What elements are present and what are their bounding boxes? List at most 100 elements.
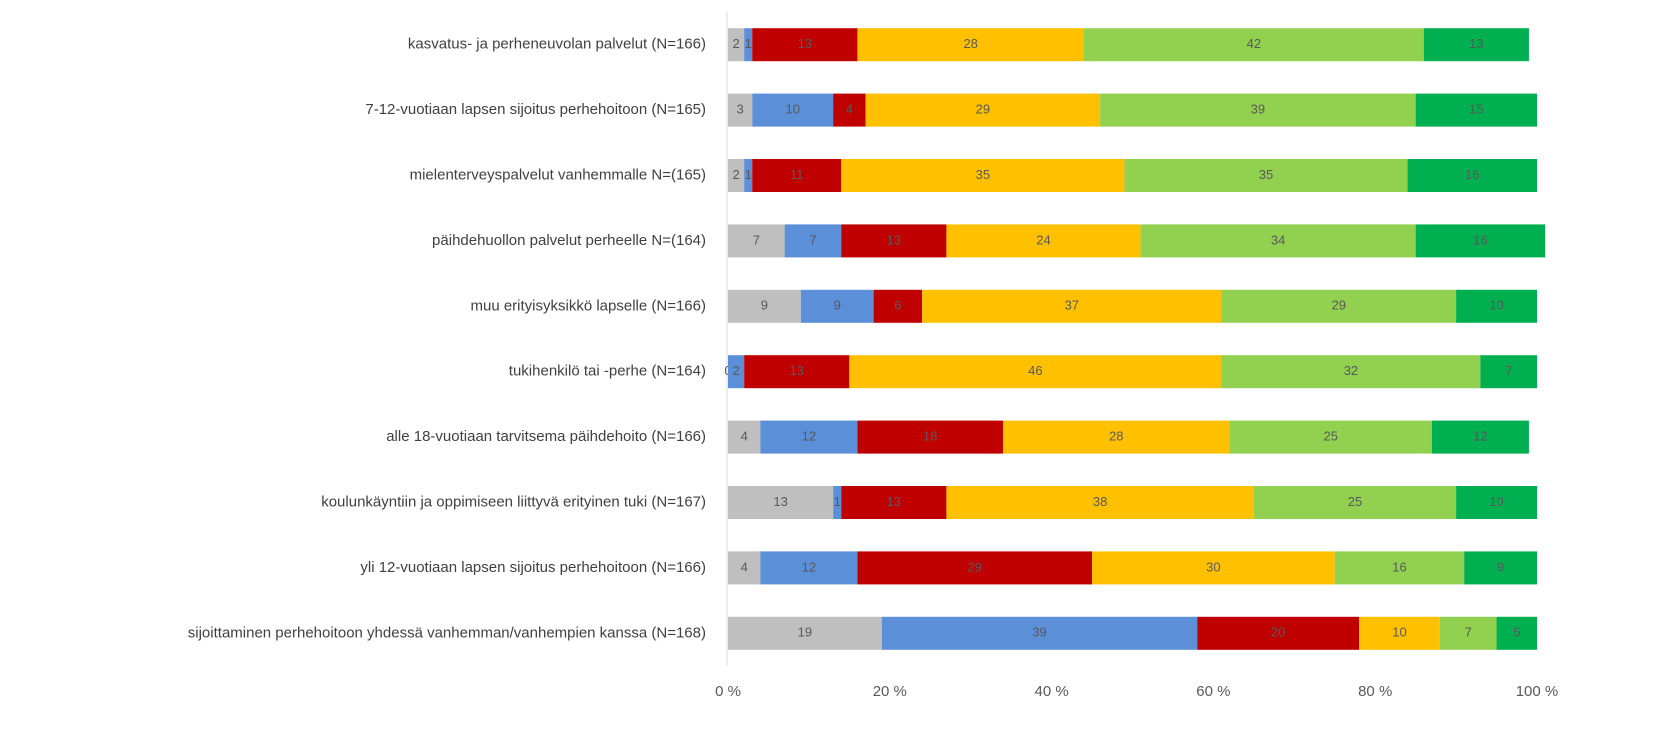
bar-segment: [1221, 355, 1481, 389]
bar-segment: [865, 93, 1101, 127]
data-label: 16: [1392, 559, 1406, 574]
data-label: 37: [1065, 298, 1079, 313]
bar-segment: [1140, 224, 1416, 258]
bar-segment: [760, 551, 858, 585]
bar-segment: [800, 289, 874, 323]
bar-segment: [1431, 420, 1529, 454]
category-label: muu erityisyksikkö lapselle (N=166): [470, 297, 706, 314]
bar-segment: [784, 224, 842, 258]
data-label: 38: [1093, 494, 1107, 509]
data-label: 1: [745, 36, 752, 51]
bar-segment: [1496, 616, 1537, 650]
bar-segment: [841, 486, 947, 519]
bar-segment: [728, 486, 834, 519]
bar-segment: [841, 224, 947, 258]
category-label: 7-12-vuotiaan lapsen sijoitus perhehoito…: [365, 101, 706, 118]
bar-segment: [728, 159, 745, 192]
data-label: 2: [732, 36, 739, 51]
data-label: 46: [1028, 363, 1042, 378]
bar-segment: [833, 93, 866, 127]
bar-segment: [744, 28, 753, 62]
data-label: 13: [790, 363, 804, 378]
bar-segment: [1415, 224, 1546, 258]
bar-segment: [728, 616, 882, 650]
bar-segment: [1221, 289, 1457, 323]
bar-segment: [857, 420, 1004, 454]
bar-segment: [946, 486, 1254, 519]
data-label: 35: [1259, 167, 1273, 182]
data-label: 18: [923, 429, 937, 444]
data-label: 9: [761, 298, 768, 313]
data-label: 13: [798, 36, 812, 51]
data-label: 24: [1036, 232, 1050, 247]
category-label: tukihenkilö tai -perhe (N=164): [509, 363, 706, 380]
data-label: 10: [1489, 298, 1503, 313]
bar-segment: [841, 159, 1125, 192]
data-label: 28: [963, 36, 977, 51]
data-label: 10: [1392, 625, 1406, 640]
data-label: 29: [1332, 298, 1346, 313]
data-label: 4: [741, 429, 748, 444]
data-label: 25: [1323, 429, 1337, 444]
data-label: 29: [968, 559, 982, 574]
bar-segment: [922, 289, 1222, 323]
bar-segment: [1083, 28, 1424, 62]
data-label: 7: [753, 232, 760, 247]
bar-segment: [728, 28, 745, 62]
data-label: 29: [976, 102, 990, 117]
data-label: 1: [745, 167, 752, 182]
bar-segment: [1003, 420, 1230, 454]
bar-segment: [728, 355, 745, 389]
category-label: päihdehuollon palvelut perheelle N=(164): [432, 232, 706, 249]
data-label: 5: [1513, 625, 1520, 640]
bar-segment: [752, 159, 842, 192]
data-label: 12: [802, 559, 816, 574]
bar-segment: [728, 224, 785, 258]
data-label: 7: [809, 232, 816, 247]
bar-segment: [728, 420, 761, 454]
bar-segment: [1464, 551, 1537, 585]
bar-segment: [946, 224, 1141, 258]
bar-segment: [1439, 616, 1497, 650]
x-tick-label: 40 %: [1034, 683, 1068, 700]
data-label: 30: [1206, 559, 1220, 574]
data-label: 10: [1489, 494, 1503, 509]
data-label: 19: [798, 625, 812, 640]
category-label: sijoittaminen perhehoitoon yhdessä vanhe…: [188, 624, 706, 641]
bar-segment: [849, 355, 1222, 389]
bar-segment: [1197, 616, 1360, 650]
bar-segment: [1423, 28, 1529, 62]
data-label: 16: [1465, 167, 1479, 182]
category-label: yli 12-vuotiaan lapsen sijoitus perhehoi…: [360, 559, 706, 576]
bar-segment: [1100, 93, 1416, 127]
data-label: 9: [834, 298, 841, 313]
bar-segment: [1253, 486, 1457, 519]
data-label: 11: [790, 167, 804, 182]
data-label: 2: [732, 167, 739, 182]
x-tick-label: 100 %: [1516, 683, 1559, 700]
category-label: kasvatus- ja perheneuvolan palvelut (N=1…: [408, 36, 706, 53]
data-label: 4: [741, 559, 748, 574]
data-label: 7: [1465, 625, 1472, 640]
data-label: 25: [1348, 494, 1362, 509]
data-label: 13: [887, 232, 901, 247]
data-label: 20: [1271, 625, 1285, 640]
data-label: 13: [773, 494, 787, 509]
x-tick-label: 0 %: [715, 683, 741, 700]
bar-segment: [1334, 551, 1465, 585]
data-label: 6: [894, 298, 901, 313]
data-label: 39: [1251, 102, 1265, 117]
bar-segment: [1229, 420, 1432, 454]
data-label: 34: [1271, 232, 1285, 247]
category-label: alle 18-vuotiaan tarvitsema päihdehoito …: [386, 428, 706, 445]
bar-segment: [857, 28, 1084, 62]
data-label: 3: [737, 102, 744, 117]
x-tick-label: 20 %: [873, 683, 907, 700]
bar-segment: [1415, 93, 1537, 127]
bar-segment: [873, 289, 923, 323]
data-label: 7: [1505, 363, 1512, 378]
bar-segment: [728, 93, 753, 127]
bar-segment: [752, 93, 834, 127]
category-label: mielenterveyspalvelut vanhemmalle N=(165…: [410, 166, 706, 183]
